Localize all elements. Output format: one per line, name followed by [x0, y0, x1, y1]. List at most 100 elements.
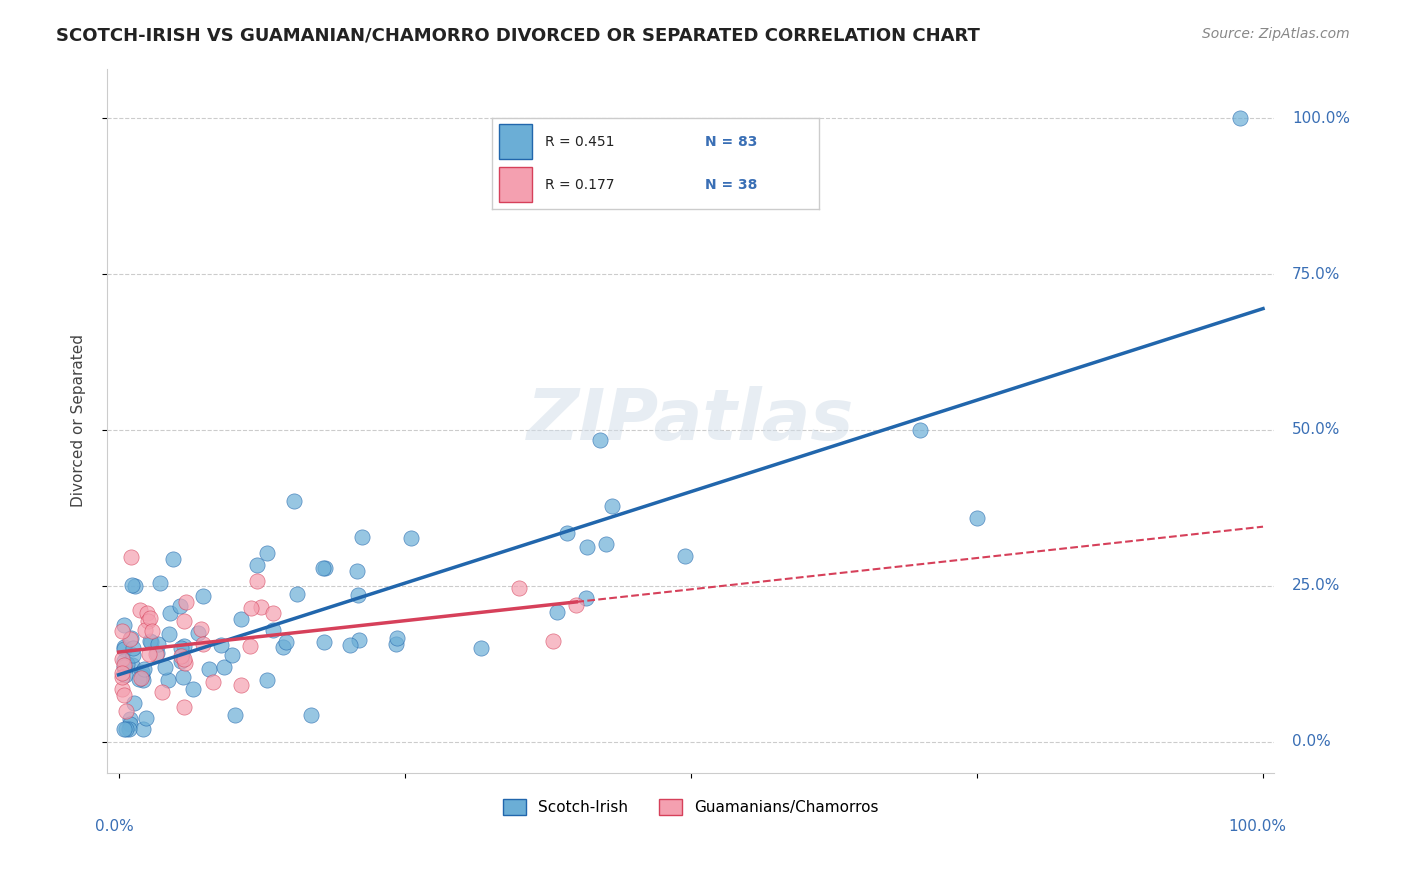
Point — [129, 671, 152, 685]
Point — [112, 660, 135, 674]
Point — [212, 659, 235, 673]
Point — [546, 606, 568, 620]
Point — [173, 656, 195, 670]
Point — [555, 526, 578, 541]
Point — [173, 652, 195, 666]
Point — [187, 625, 209, 640]
Point — [287, 587, 309, 601]
Point — [139, 635, 162, 649]
Point — [138, 611, 160, 625]
Point — [122, 641, 145, 656]
Point — [132, 722, 155, 736]
Point — [256, 673, 278, 687]
Point — [173, 699, 195, 714]
Text: 50.0%: 50.0% — [1292, 423, 1340, 437]
Point — [172, 671, 194, 685]
Point — [149, 575, 172, 590]
Point — [114, 722, 136, 736]
Point — [543, 634, 565, 648]
Point — [908, 423, 931, 437]
Point — [299, 708, 322, 723]
Point — [274, 635, 297, 649]
Point — [112, 654, 135, 668]
Point — [312, 634, 335, 648]
Point — [120, 716, 142, 731]
Point — [120, 631, 142, 645]
Point — [181, 681, 204, 696]
Point — [136, 614, 159, 628]
Text: 0.0%: 0.0% — [96, 819, 134, 833]
Point — [150, 685, 173, 699]
Point — [273, 640, 295, 655]
Point — [121, 648, 143, 662]
Legend: Scotch-Irish, Guamanians/Chamorros: Scotch-Irish, Guamanians/Chamorros — [496, 793, 884, 822]
Text: ZIPatlas: ZIPatlas — [527, 386, 855, 455]
Point — [262, 606, 284, 620]
Point — [112, 658, 135, 673]
Text: Source: ZipAtlas.com: Source: ZipAtlas.com — [1202, 27, 1350, 41]
Point — [170, 641, 193, 656]
Point — [240, 601, 263, 615]
Point — [111, 624, 134, 639]
Point — [134, 624, 156, 638]
Text: 25.0%: 25.0% — [1292, 578, 1340, 593]
Point — [121, 578, 143, 592]
Point — [136, 606, 159, 620]
Point — [129, 602, 152, 616]
Text: 100.0%: 100.0% — [1292, 111, 1350, 126]
Point — [399, 531, 422, 545]
Point — [250, 600, 273, 615]
Point — [346, 564, 368, 578]
Point — [673, 549, 696, 564]
Point — [162, 552, 184, 566]
Point — [120, 712, 142, 726]
Point — [470, 640, 492, 655]
Point — [198, 661, 221, 675]
Point — [111, 670, 134, 684]
Point — [190, 622, 212, 636]
Point — [262, 624, 284, 638]
Point — [350, 530, 373, 544]
Point — [120, 632, 142, 647]
Point — [201, 674, 224, 689]
Point — [141, 624, 163, 638]
Point — [135, 711, 157, 725]
Point — [312, 561, 335, 575]
Point — [131, 669, 153, 683]
Point — [191, 637, 214, 651]
Point — [112, 688, 135, 702]
Point — [347, 588, 370, 602]
Point — [575, 540, 598, 554]
Point — [118, 722, 141, 736]
Point — [132, 673, 155, 688]
Text: SCOTCH-IRISH VS GUAMANIAN/CHAMORRO DIVORCED OR SEPARATED CORRELATION CHART: SCOTCH-IRISH VS GUAMANIAN/CHAMORRO DIVOR… — [56, 27, 980, 45]
Point — [121, 658, 143, 673]
Point — [145, 647, 167, 661]
Point — [138, 647, 160, 661]
Point — [385, 631, 408, 645]
Point — [246, 574, 269, 589]
Point — [170, 654, 193, 668]
Point — [209, 639, 232, 653]
Point — [114, 668, 136, 682]
Text: 0.0%: 0.0% — [1292, 734, 1330, 749]
Point — [117, 657, 139, 672]
Point — [112, 640, 135, 655]
Point — [173, 615, 195, 629]
Point — [128, 672, 150, 686]
Point — [112, 618, 135, 632]
Point — [575, 591, 598, 605]
Y-axis label: Divorced or Separated: Divorced or Separated — [72, 334, 86, 508]
Point — [139, 634, 162, 648]
Point — [170, 648, 193, 663]
Point — [111, 666, 134, 681]
Point — [339, 638, 361, 652]
Point — [124, 579, 146, 593]
Point — [221, 648, 243, 663]
Point — [224, 708, 246, 723]
Point — [173, 640, 195, 654]
Text: 100.0%: 100.0% — [1229, 819, 1286, 833]
Point — [966, 511, 988, 525]
Point — [122, 697, 145, 711]
Point — [157, 627, 180, 641]
